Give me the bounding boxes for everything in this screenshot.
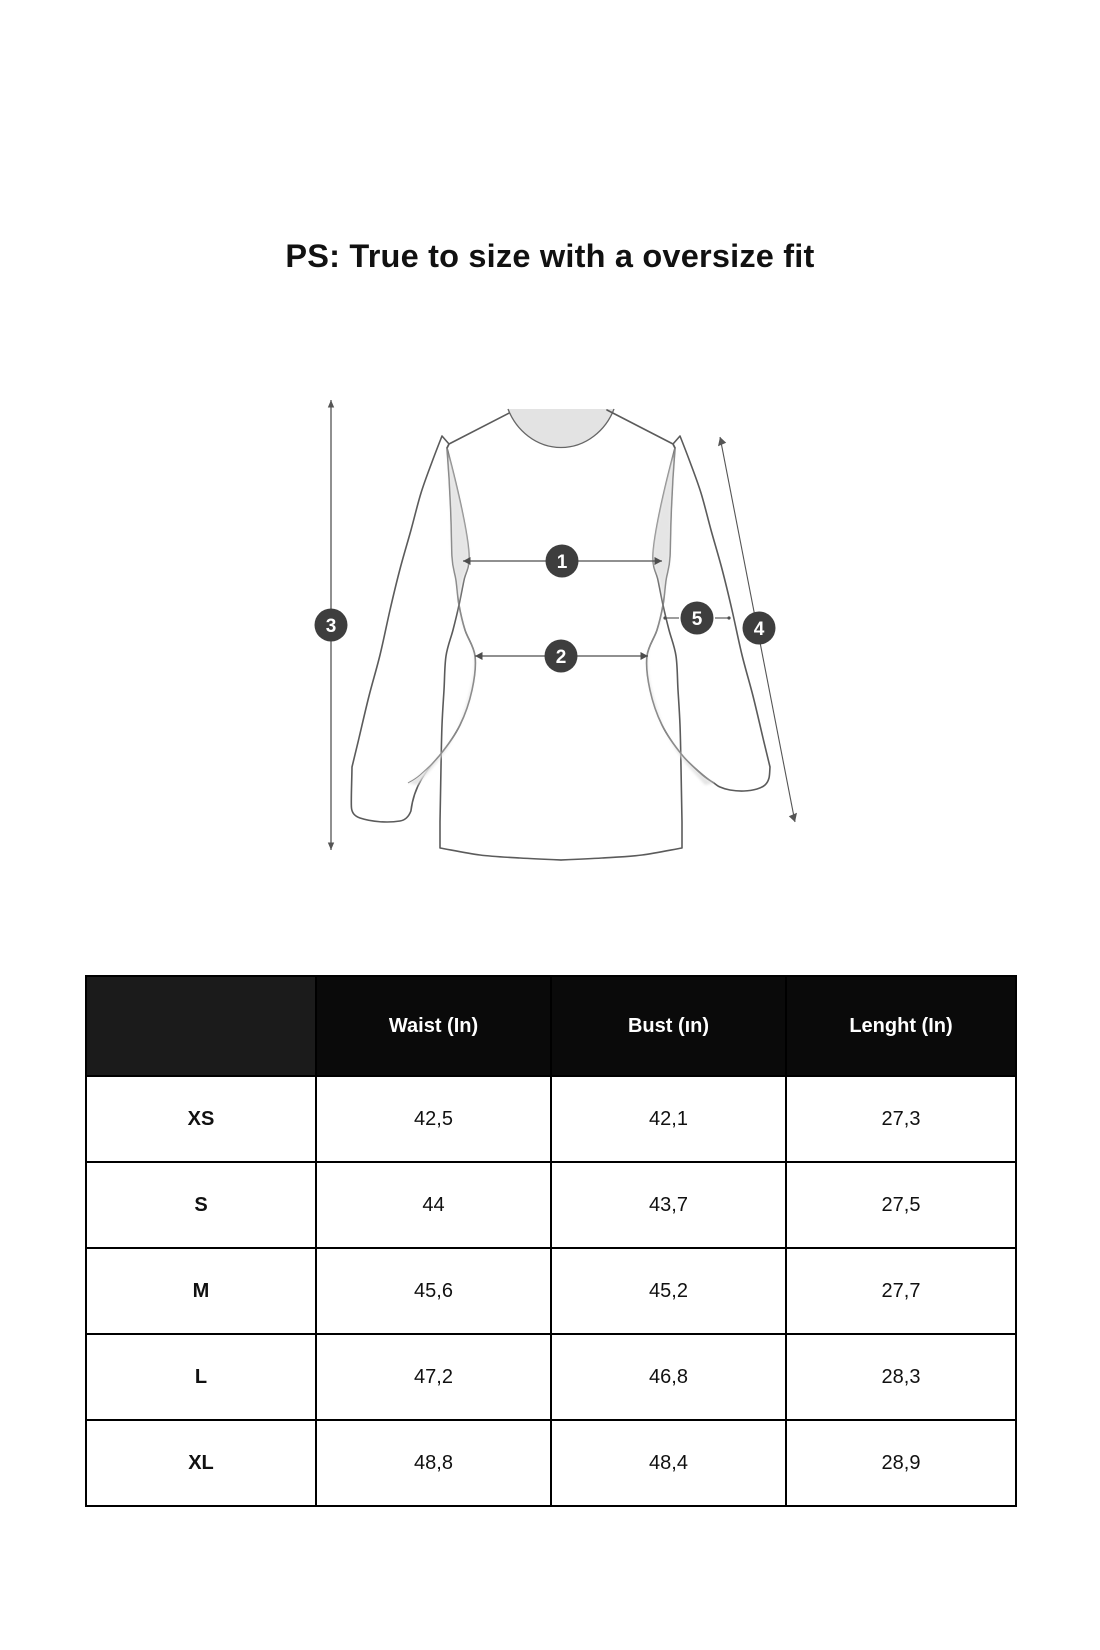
svg-text:5: 5 — [692, 609, 703, 630]
svg-text:1: 1 — [557, 552, 568, 573]
svg-text:4: 4 — [754, 619, 765, 640]
svg-text:2: 2 — [556, 647, 567, 668]
svg-text:3: 3 — [326, 616, 337, 637]
